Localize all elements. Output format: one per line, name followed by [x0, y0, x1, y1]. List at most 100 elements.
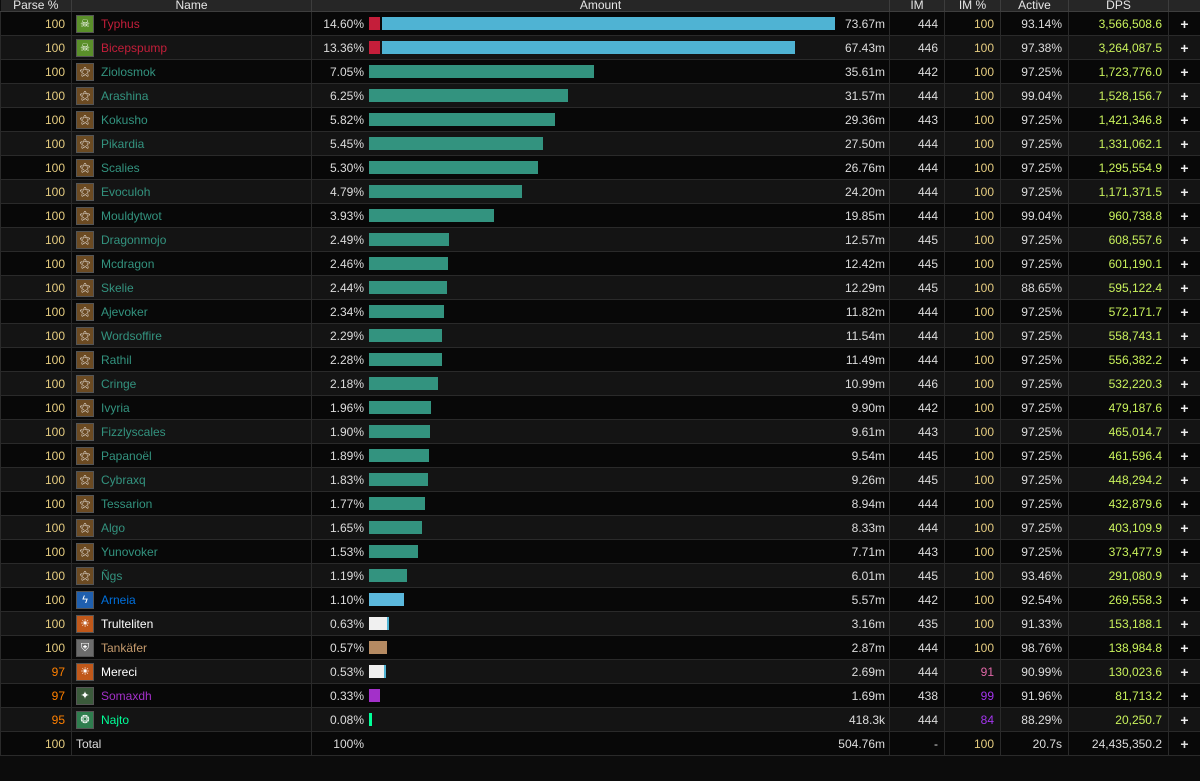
player-row[interactable]: 100 ⚝ Cringe 2.18% 10.99m 446 100 97.25% 532,220… — [0, 371, 1200, 396]
expand-button[interactable]: + — [1168, 611, 1200, 636]
expand-button[interactable]: + — [1168, 443, 1200, 468]
player-name-cell[interactable]: ⚝ Skelie — [71, 275, 312, 300]
expand-button[interactable]: + — [1168, 11, 1200, 36]
player-name-cell[interactable]: ⚝ Cringe — [71, 371, 312, 396]
player-name[interactable]: Scalies — [101, 160, 140, 175]
player-name-cell[interactable]: ✦ Somaxdh — [71, 683, 312, 708]
player-name-cell[interactable]: ϟ Arneia — [71, 587, 312, 612]
player-row[interactable]: 100 ☠ Typhus 14.60% 73.67m 444 100 93.14% 3,566,… — [0, 11, 1200, 36]
header-dps[interactable]: DPS — [1068, 0, 1169, 12]
expand-button[interactable]: + — [1168, 635, 1200, 660]
player-name[interactable]: Wordsoffire — [101, 328, 162, 343]
expand-button[interactable]: + — [1168, 683, 1200, 708]
player-name-cell[interactable]: ⛨ Tankäfer — [71, 635, 312, 660]
player-name[interactable]: Rathil — [101, 352, 132, 367]
player-row[interactable]: 100 ⚝ Ziolosmok 7.05% 35.61m 442 100 97.25% 1,72… — [0, 59, 1200, 84]
header-ilvl-pct[interactable]: IM % — [944, 0, 1001, 12]
player-row[interactable]: 100 ⛨ Tankäfer 0.57% 2.87m 444 100 98.76% 138,98… — [0, 635, 1200, 660]
expand-button[interactable]: + — [1168, 419, 1200, 444]
expand-button[interactable]: + — [1168, 83, 1200, 108]
player-row[interactable]: 100 ϟ Arneia 1.10% 5.57m 442 100 92.54% 269,558.… — [0, 587, 1200, 612]
header-name[interactable]: Name — [71, 0, 312, 12]
player-name[interactable]: Typhus — [101, 16, 140, 31]
player-name[interactable]: Algo — [101, 520, 126, 535]
player-name[interactable]: Dragonmojo — [101, 232, 167, 247]
expand-button[interactable]: + — [1168, 35, 1200, 60]
player-name-cell[interactable]: ⚝ Arashina — [71, 83, 312, 108]
expand-button[interactable]: + — [1168, 467, 1200, 492]
player-name[interactable]: Pikardia — [101, 136, 145, 151]
player-name[interactable]: Evoculoh — [101, 184, 151, 199]
player-name-cell[interactable]: ⚝ Wordsoffire — [71, 323, 312, 348]
expand-button[interactable]: + — [1168, 251, 1200, 276]
expand-button[interactable]: + — [1168, 59, 1200, 84]
player-name[interactable]: Arashina — [101, 88, 149, 103]
player-name-cell[interactable]: ⚝ Evoculoh — [71, 179, 312, 204]
player-row[interactable]: 100 ⚝ Fizzlyscales 1.90% 9.61m 443 100 97.25% 46… — [0, 419, 1200, 444]
expand-button[interactable]: + — [1168, 371, 1200, 396]
player-name-cell[interactable]: ⚝ Papanoël — [71, 443, 312, 468]
player-name[interactable]: Najto — [101, 712, 130, 727]
player-row[interactable]: 100 ⚝ Rathil 2.28% 11.49m 444 100 97.25% 556,382… — [0, 347, 1200, 372]
header-active[interactable]: Active — [1000, 0, 1069, 12]
player-name-cell[interactable]: ⚝ Rathil — [71, 347, 312, 372]
player-name[interactable]: Yunovoker — [101, 544, 158, 559]
player-name[interactable]: Bicepspump — [101, 40, 168, 55]
player-name-cell[interactable]: ⚝ Kokusho — [71, 107, 312, 132]
player-row[interactable]: 100 ⚝ Kokusho 5.82% 29.36m 443 100 97.25% 1,421,… — [0, 107, 1200, 132]
expand-button[interactable]: + — [1168, 227, 1200, 252]
expand-button[interactable]: + — [1168, 395, 1200, 420]
player-name[interactable]: Kokusho — [101, 112, 148, 127]
player-name[interactable]: Mcdragon — [101, 256, 155, 271]
player-name[interactable]: Somaxdh — [101, 688, 152, 703]
player-row[interactable]: 97 ☀ Mereci 0.53% 2.69m 444 91 90.99% 130,023.6 + — [0, 659, 1200, 684]
expand-button[interactable]: + — [1168, 155, 1200, 180]
expand-button[interactable]: + — [1168, 203, 1200, 228]
player-name[interactable]: Mereci — [101, 664, 138, 679]
player-row[interactable]: 100 ⚝ Dragonmojo 2.49% 12.57m 445 100 97.25% 608… — [0, 227, 1200, 252]
expand-button[interactable]: + — [1168, 131, 1200, 156]
player-name[interactable]: Ivyria — [101, 400, 130, 415]
player-row[interactable]: 100 ⚝ Ivyria 1.96% 9.90m 442 100 97.25% 479,187.… — [0, 395, 1200, 420]
player-row[interactable]: 100 ⚝ Cybraxq 1.83% 9.26m 445 100 97.25% 448,294… — [0, 467, 1200, 492]
player-name-cell[interactable]: ☠ Typhus — [71, 11, 312, 36]
header-ilvl[interactable]: IM — [889, 0, 945, 12]
player-row[interactable]: 100 ⚝ Ajevoker 2.34% 11.82m 444 100 97.25% 572,1… — [0, 299, 1200, 324]
player-name[interactable]: Tessarion — [101, 496, 153, 511]
expand-button[interactable]: + — [1168, 299, 1200, 324]
player-name[interactable]: Skelie — [101, 280, 134, 295]
player-row[interactable]: 100 ⚝ Yunovoker 1.53% 7.71m 443 100 97.25% 373,4… — [0, 539, 1200, 564]
player-row[interactable]: 100 ⚝ Mcdragon 2.46% 12.42m 445 100 97.25% 601,1… — [0, 251, 1200, 276]
player-name[interactable]: Cringe — [101, 376, 137, 391]
player-name[interactable]: Cybraxq — [101, 472, 146, 487]
expand-button[interactable]: + — [1168, 563, 1200, 588]
player-name-cell[interactable]: ⚝ Tessarion — [71, 491, 312, 516]
expand-button[interactable]: + — [1168, 659, 1200, 684]
player-row[interactable]: 100 ⚝ Algo 1.65% 8.33m 444 100 97.25% 403,109.9 + — [0, 515, 1200, 540]
expand-button[interactable]: + — [1168, 347, 1200, 372]
player-row[interactable]: 97 ✦ Somaxdh 0.33% 1.69m 438 99 91.96% 81,713.2 + — [0, 683, 1200, 708]
player-row[interactable]: 100 ⚝ Scalies 5.30% 26.76m 444 100 97.25% 1,295,… — [0, 155, 1200, 180]
player-name[interactable]: Tankäfer — [101, 640, 148, 655]
total-expand-button[interactable]: + — [1168, 731, 1200, 756]
player-name-cell[interactable]: ☀ Mereci — [71, 659, 312, 684]
player-name-cell[interactable]: ⚝ Pikardia — [71, 131, 312, 156]
player-name-cell[interactable]: ⚝ Mouldytwot — [71, 203, 312, 228]
expand-button[interactable]: + — [1168, 539, 1200, 564]
player-row[interactable]: 100 ⚝ Evoculoh 4.79% 24.20m 444 100 97.25% 1,171… — [0, 179, 1200, 204]
expand-button[interactable]: + — [1168, 275, 1200, 300]
player-name-cell[interactable]: ☀ Trulteliten — [71, 611, 312, 636]
player-name-cell[interactable]: ⚝ Algo — [71, 515, 312, 540]
player-name-cell[interactable]: ⚝ Cybraxq — [71, 467, 312, 492]
player-name[interactable]: Ajevoker — [101, 304, 148, 319]
player-name[interactable]: Mouldytwot — [101, 208, 162, 223]
player-name-cell[interactable]: ⚝ Yunovoker — [71, 539, 312, 564]
player-row[interactable]: 100 ⚝ Papanoël 1.89% 9.54m 445 100 97.25% 461,59… — [0, 443, 1200, 468]
player-name-cell[interactable]: ⚝ Fizzlyscales — [71, 419, 312, 444]
player-row[interactable]: 100 ⚝ Pikardia 5.45% 27.50m 444 100 97.25% 1,331… — [0, 131, 1200, 156]
player-name-cell[interactable]: ⚝ Scalies — [71, 155, 312, 180]
player-row[interactable]: 100 ⚝ Arashina 6.25% 31.57m 444 100 99.04% 1,528… — [0, 83, 1200, 108]
player-row[interactable]: 100 ☀ Trulteliten 0.63% 3.16m 435 100 91.33% 153… — [0, 611, 1200, 636]
player-name-cell[interactable]: ⚝ Mcdragon — [71, 251, 312, 276]
header-parse[interactable]: Parse % — [0, 0, 72, 12]
